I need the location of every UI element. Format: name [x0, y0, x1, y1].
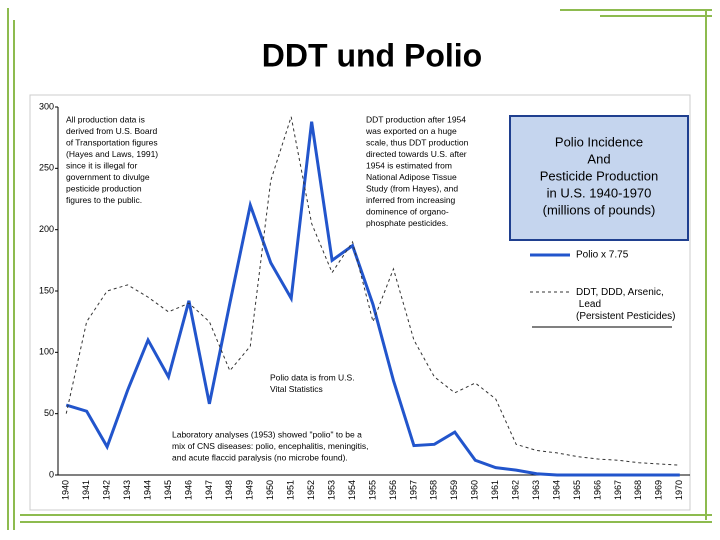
annotation: was exported on a huge	[365, 126, 457, 136]
x-tick-label: 1948	[224, 480, 234, 500]
annotation-box	[268, 371, 374, 396]
x-tick-label: 1940	[61, 480, 71, 500]
x-tick-label: 1959	[449, 480, 459, 500]
x-tick-label: 1954	[347, 480, 357, 500]
x-tick-label: 1964	[551, 480, 561, 500]
x-tick-label: 1949	[245, 480, 255, 500]
annotation: of Transportation figures	[66, 137, 158, 147]
annotation: since it is illegal for	[66, 160, 138, 170]
x-tick-label: 1950	[265, 480, 275, 500]
x-tick-label: 1970	[674, 480, 684, 500]
annotation: derived from U.S. Board	[66, 126, 157, 136]
legend-title: And	[587, 151, 610, 166]
x-tick-label: 1946	[183, 480, 193, 500]
annotation: inferred from increasing	[366, 195, 456, 205]
annotation: DDT production after 1954	[366, 114, 466, 124]
x-tick-label: 1955	[367, 480, 377, 500]
annotation: Laboratory analyses (1953) showed "polio…	[172, 429, 362, 439]
x-tick-label: 1968	[633, 480, 643, 500]
annotation: government to divulge	[66, 172, 150, 182]
x-tick-label: 1947	[204, 480, 214, 500]
annotation: National Adipose Tissue	[366, 172, 457, 182]
y-tick-label: 0	[49, 469, 54, 479]
annotation: directed towards U.S. after	[366, 149, 467, 159]
x-tick-label: 1942	[102, 480, 112, 500]
y-tick-label: 50	[44, 408, 54, 418]
x-tick-label: 1966	[592, 480, 602, 500]
annotation: Vital Statistics	[270, 384, 323, 394]
annotation-box	[64, 113, 179, 207]
annotation: 1954 is estimated from	[366, 160, 452, 170]
annotation: (Hayes and Laws, 1991)	[66, 149, 158, 159]
legend-title: Polio Incidence	[555, 134, 643, 149]
x-tick-label: 1945	[163, 480, 173, 500]
series-line	[65, 121, 680, 477]
x-tick-label: 1953	[326, 480, 336, 500]
annotation: figures to the public.	[66, 195, 142, 205]
x-tick-label: 1944	[142, 480, 152, 500]
chart-title: DDT und Polio	[262, 37, 482, 73]
x-tick-label: 1960	[470, 480, 480, 500]
x-tick-label: 1965	[572, 480, 582, 500]
legend-label: DDT, DDD, Arsenic, Lead (Persistent Pest…	[576, 287, 675, 322]
x-tick-label: 1956	[388, 480, 398, 500]
x-tick-label: 1952	[306, 480, 316, 500]
legend-label: Polio x 7.75	[576, 250, 629, 261]
annotation-box	[170, 428, 414, 465]
annotation: and acute flaccid paralysis (no microbe …	[172, 452, 348, 462]
annotation: scale, thus DDT production	[366, 137, 469, 147]
x-tick-label: 1961	[490, 480, 500, 500]
legend-title-box	[509, 115, 689, 241]
annotation: pesticide production	[66, 183, 142, 193]
annotation: phosphate pesticides.	[366, 218, 448, 228]
x-tick-label: 1969	[654, 480, 664, 500]
annotation: Study (from Hayes), and	[366, 183, 458, 193]
x-tick-label: 1962	[511, 480, 521, 500]
x-tick-label: 1951	[286, 480, 296, 500]
y-tick-label: 250	[39, 163, 54, 173]
legend-title: (millions of pounds)	[543, 202, 656, 217]
x-tick-label: 1958	[429, 480, 439, 500]
x-tick-label: 1957	[408, 480, 418, 500]
legend-title: in U.S. 1940-1970	[547, 185, 652, 200]
y-tick-label: 300	[39, 101, 54, 111]
x-tick-label: 1941	[81, 480, 91, 500]
annotation: All production data is	[66, 114, 145, 124]
y-tick-label: 150	[39, 285, 54, 295]
annotation: dominence of organo-	[366, 206, 449, 216]
annotation: mix of CNS diseases: polio, encephalitis…	[172, 441, 369, 451]
legend-title: Pesticide Production	[540, 168, 659, 183]
x-tick-label: 1963	[531, 480, 541, 500]
x-tick-label: 1967	[613, 480, 623, 500]
decoration	[7, 8, 712, 530]
annotation: Polio data is from U.S.	[270, 372, 355, 382]
legend-bg	[510, 242, 688, 330]
x-tick-label: 1943	[122, 480, 132, 500]
y-tick-label: 100	[39, 347, 54, 357]
y-tick-label: 200	[39, 224, 54, 234]
annotation-box	[364, 113, 489, 230]
